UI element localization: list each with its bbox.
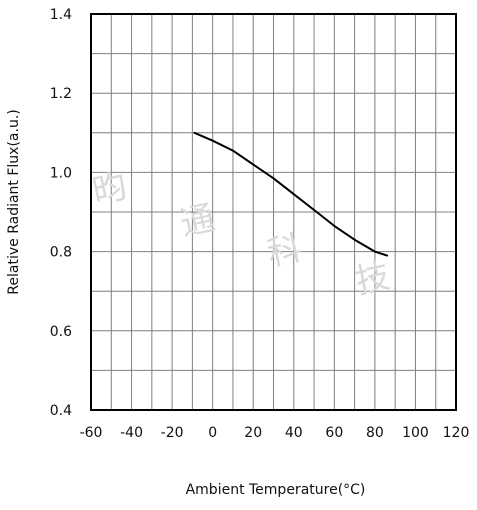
y-tick-label: 0.8 [50,245,72,261]
watermark-glyph: 昀 [89,166,131,212]
plot-frame [90,13,457,411]
x-tick-label: -60 [80,425,103,441]
x-axis-label: Ambient Temperature(°C) [186,482,366,498]
x-tick-label: 60 [325,425,343,441]
x-tick-label: 80 [366,425,384,441]
x-tick-label: 100 [402,425,429,441]
x-tick-label: 0 [208,425,217,441]
y-tick-label: 0.6 [50,324,72,340]
grid [91,14,456,410]
watermark-glyph: 技 [352,256,394,302]
series-line [193,131,389,257]
watermark-glyph: 通 [177,198,219,244]
y-tick-label: 0.4 [50,403,72,419]
y-tick-label: 1.4 [50,7,72,23]
x-tick-label: 40 [285,425,303,441]
y-tick-labels: 1.4 1.2 1.0 0.8 0.6 0.4 [50,7,72,419]
series-layer [193,131,389,257]
x-tick-label: 20 [244,425,262,441]
x-tick-labels: -60 -40 -20 0 20 40 60 80 100 120 [80,425,470,441]
watermark-glyph: 科 [264,228,306,274]
x-tick-label: 120 [443,425,470,441]
y-tick-label: 1.2 [50,86,72,102]
x-tick-label: -20 [161,425,184,441]
y-axis-label: Relative Radiant Flux(a.u.) [6,109,22,294]
x-tick-label: -40 [120,425,143,441]
y-tick-label: 1.0 [50,165,72,181]
